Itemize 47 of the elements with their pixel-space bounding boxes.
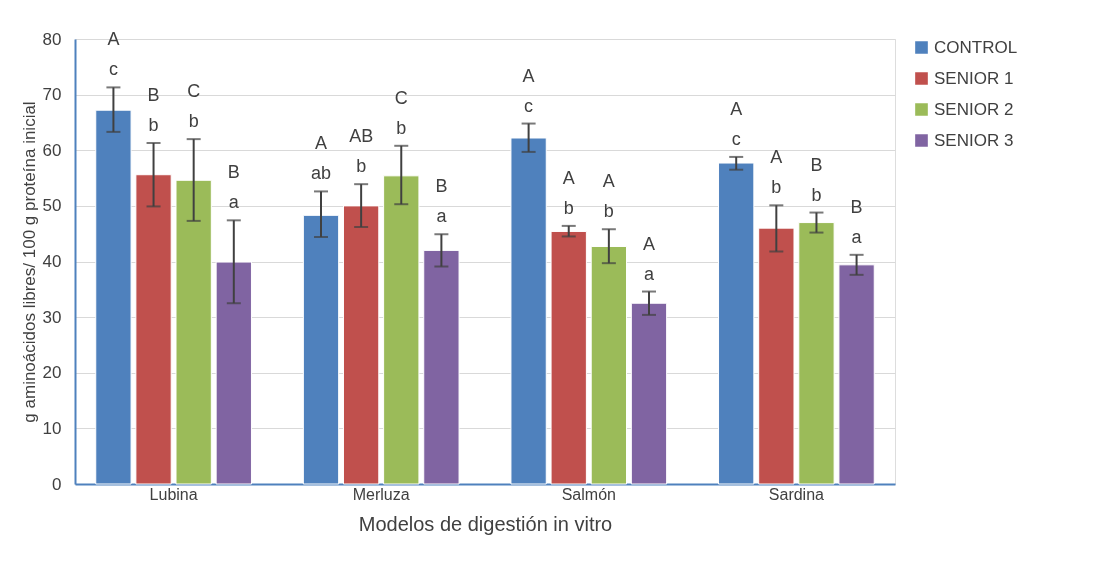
bar bbox=[135, 174, 172, 485]
y-tick-label: 40 bbox=[42, 252, 62, 271]
legend-label: CONTROL bbox=[934, 37, 1018, 57]
bar bbox=[758, 227, 795, 485]
data-label: A c bbox=[522, 65, 535, 116]
data-label: A c bbox=[107, 29, 120, 80]
data-label: B b bbox=[810, 154, 823, 205]
data-label: A b bbox=[562, 167, 575, 218]
data-label: B b bbox=[147, 85, 160, 136]
y-tick-label: 80 bbox=[42, 29, 62, 49]
data-label: A b bbox=[602, 171, 615, 222]
y-tick-label: 10 bbox=[42, 418, 62, 438]
y-tick-label: 60 bbox=[42, 140, 62, 160]
y-tick-label: 30 bbox=[42, 307, 62, 327]
data-label: AB b bbox=[349, 126, 374, 177]
bar bbox=[383, 175, 420, 485]
y-tick-label: 50 bbox=[42, 196, 62, 216]
bar bbox=[630, 302, 668, 485]
data-label: B a bbox=[435, 176, 448, 227]
y-tick-label: 0 bbox=[52, 474, 62, 494]
data-label: B a bbox=[227, 162, 240, 213]
y-tick-label: 20 bbox=[42, 363, 62, 383]
data-label: C b bbox=[394, 87, 408, 138]
x-axis-title: Modelos de digestión in vitro bbox=[358, 512, 613, 535]
data-label: A a bbox=[642, 233, 655, 284]
x-tick-label: Salmón bbox=[561, 485, 616, 503]
data-label: C b bbox=[187, 81, 201, 132]
bar bbox=[423, 249, 460, 485]
y-tick-label: 70 bbox=[42, 85, 62, 105]
legend-label: SENIOR 3 bbox=[934, 130, 1014, 150]
data-label: A ab bbox=[311, 133, 332, 184]
bar bbox=[838, 264, 875, 485]
y-axis-title: g aminoácidos libres/ 100 g proteína inicial bbox=[19, 101, 39, 423]
bar bbox=[590, 245, 628, 485]
bar bbox=[550, 230, 587, 485]
bar bbox=[798, 222, 835, 485]
data-label: A b bbox=[770, 147, 783, 198]
x-tick-label: Sardina bbox=[768, 485, 825, 503]
bar bbox=[215, 261, 252, 485]
bar bbox=[175, 179, 212, 485]
bar bbox=[342, 205, 380, 485]
x-tick-label: Merluza bbox=[352, 485, 410, 503]
legend-label: SENIOR 1 bbox=[934, 68, 1014, 88]
data-label: B a bbox=[850, 196, 863, 247]
x-tick-label: Lubina bbox=[149, 485, 198, 503]
data-label: A c bbox=[730, 98, 743, 149]
legend-label: SENIOR 2 bbox=[934, 99, 1014, 119]
